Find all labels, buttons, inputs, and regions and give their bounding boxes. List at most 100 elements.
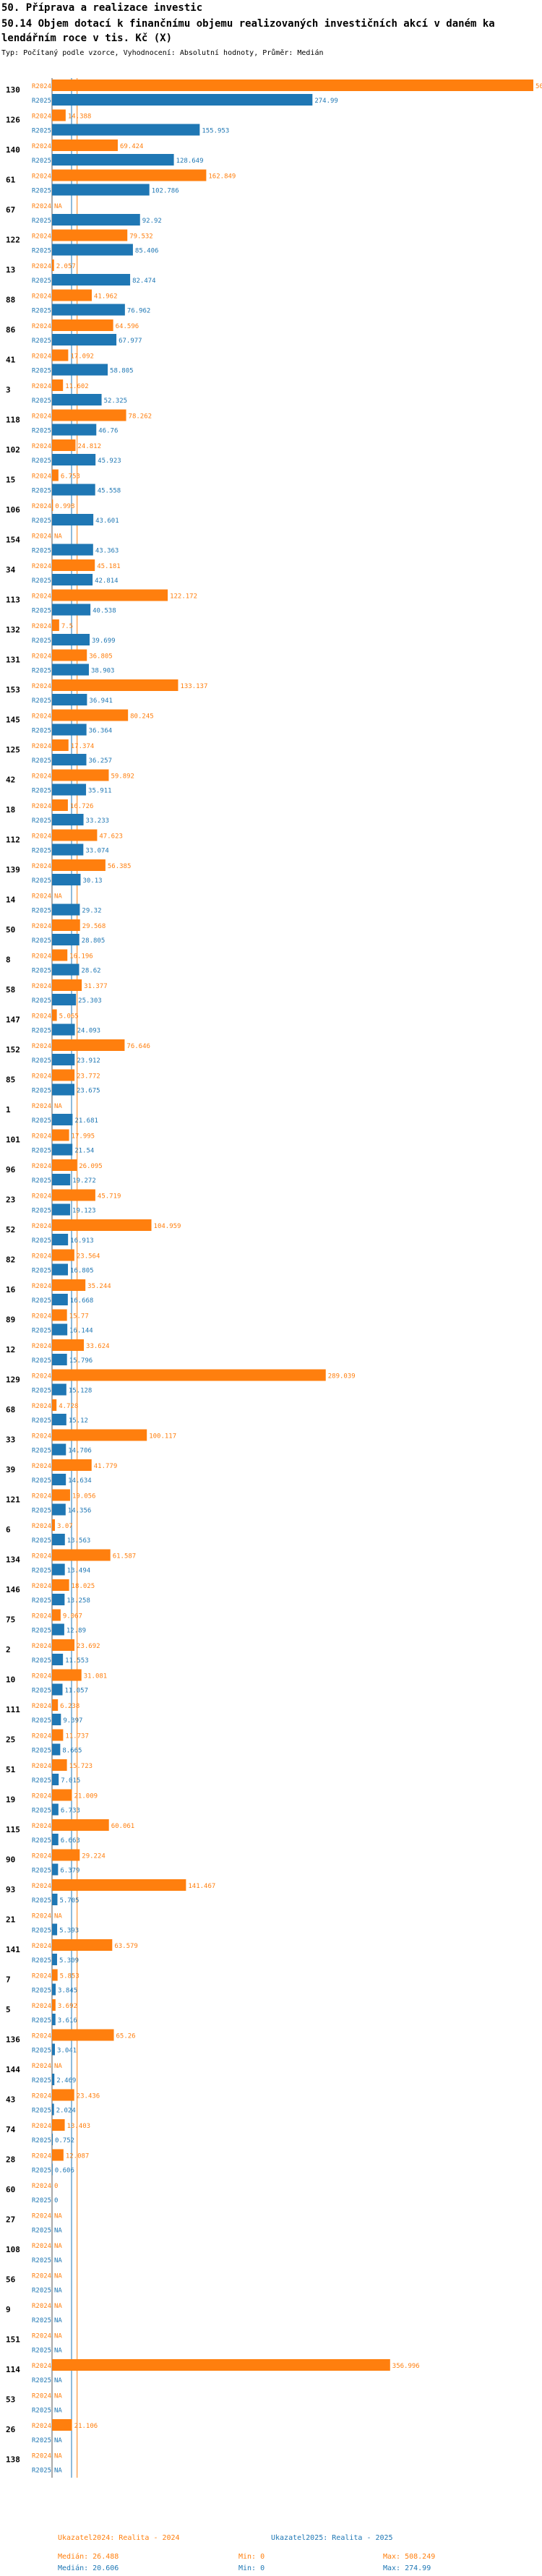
series-label: R2025 bbox=[32, 1357, 51, 1365]
data-label-r2025: 0.606 bbox=[55, 2168, 74, 2175]
series-label: R2025 bbox=[32, 2257, 51, 2264]
series-label: R2024 bbox=[32, 2453, 51, 2460]
category-label: 5 bbox=[6, 2005, 11, 2014]
category-label: 153 bbox=[6, 685, 20, 695]
series-label: R2024 bbox=[32, 1433, 51, 1441]
legend-2024-median: Medián: 26.488 bbox=[58, 2553, 119, 2561]
data-label-r2024: 41.962 bbox=[94, 293, 118, 301]
bar-r2024 bbox=[52, 379, 64, 391]
series-label: R2025 bbox=[32, 1957, 51, 1965]
data-label-r2024: NA bbox=[54, 2393, 62, 2400]
data-label-r2025: NA bbox=[54, 2468, 62, 2475]
data-label-r2025: 16.144 bbox=[69, 1328, 93, 1335]
series-label: R2024 bbox=[32, 923, 51, 930]
data-label-r2024: 2.057 bbox=[56, 263, 76, 270]
data-label-r2025: 52.325 bbox=[104, 398, 128, 405]
series-label: R2025 bbox=[32, 218, 51, 225]
data-label-r2025: 58.805 bbox=[110, 368, 134, 375]
bar-r2024 bbox=[52, 2089, 74, 2101]
category-label: 106 bbox=[6, 505, 20, 515]
data-label-r2025: 33.074 bbox=[85, 848, 109, 855]
bar-r2025 bbox=[52, 334, 117, 345]
series-label: R2025 bbox=[32, 2228, 51, 2235]
bar-r2025 bbox=[52, 364, 108, 376]
bar-r2025 bbox=[52, 184, 150, 196]
bar-r2025 bbox=[52, 604, 91, 616]
bar-r2025 bbox=[52, 2163, 53, 2176]
category-label: 139 bbox=[6, 865, 20, 875]
category-label: 138 bbox=[6, 2455, 20, 2465]
series-label: R2024 bbox=[32, 2063, 51, 2070]
series-label: R2025 bbox=[32, 2197, 51, 2204]
data-label-r2025: NA bbox=[54, 2257, 62, 2264]
series-label: R2024 bbox=[32, 1133, 51, 1141]
data-label-r2024: 11.737 bbox=[65, 1733, 89, 1740]
series-label: R2024 bbox=[32, 563, 51, 570]
category-label: 126 bbox=[6, 116, 20, 125]
data-label-r2025: 128.649 bbox=[176, 158, 204, 165]
category-label: 134 bbox=[6, 1555, 20, 1565]
bar-r2025 bbox=[52, 94, 313, 106]
category-label: 88 bbox=[6, 296, 15, 305]
bar-r2025 bbox=[52, 1954, 57, 1965]
data-label-r2025: 15.796 bbox=[69, 1357, 93, 1365]
data-label-r2024: 45.719 bbox=[98, 1193, 121, 1201]
category-label: 9 bbox=[6, 2305, 11, 2314]
data-label-r2025: 76.962 bbox=[127, 308, 151, 315]
data-label-r2025: 45.558 bbox=[98, 488, 121, 495]
bar-r2024 bbox=[52, 319, 113, 331]
series-label: R2024 bbox=[32, 833, 51, 841]
bar-r2024 bbox=[52, 469, 59, 481]
category-label: 18 bbox=[6, 805, 15, 815]
category-label: 39 bbox=[6, 1465, 15, 1474]
legend-2024-max: Max: 508.249 bbox=[383, 2553, 436, 2561]
category-label: 16 bbox=[6, 1285, 16, 1295]
data-label-r2024: NA bbox=[54, 2453, 62, 2460]
data-label-r2024: 5.853 bbox=[60, 1973, 79, 1980]
bar-r2025 bbox=[52, 754, 87, 765]
data-label-r2025: 11.057 bbox=[64, 1688, 88, 1695]
bar-r2025 bbox=[52, 1054, 75, 1065]
data-label-r2024: NA bbox=[54, 2273, 62, 2280]
series-label: R2024 bbox=[32, 1343, 51, 1350]
data-label-r2024: 14.388 bbox=[68, 113, 92, 121]
bar-r2024 bbox=[52, 1819, 109, 1831]
series-label: R2025 bbox=[32, 1568, 51, 1575]
data-label-r2025: 14.356 bbox=[68, 1508, 92, 1515]
category-label: 3 bbox=[6, 385, 11, 395]
data-label-r2024: NA bbox=[54, 1913, 62, 1920]
category-label: 33 bbox=[6, 1435, 15, 1445]
series-label: R2025 bbox=[32, 908, 51, 915]
data-label-r2024: 31.081 bbox=[84, 1673, 108, 1680]
category-label: 147 bbox=[6, 1016, 20, 1025]
series-label: R2025 bbox=[32, 1088, 51, 1095]
series-label: R2024 bbox=[32, 1313, 51, 1321]
bar-r2025 bbox=[52, 1174, 71, 1185]
series-label: R2025 bbox=[32, 278, 51, 285]
series-label: R2024 bbox=[32, 2363, 51, 2370]
series-label: R2025 bbox=[32, 1057, 51, 1065]
data-label-r2025: 24.093 bbox=[77, 1028, 101, 1035]
data-label-r2025: 6.733 bbox=[61, 1808, 80, 1815]
data-label-r2024: NA bbox=[54, 2063, 62, 2070]
category-label: 145 bbox=[6, 716, 20, 725]
data-label-r2024: 15.723 bbox=[69, 1763, 93, 1770]
legend-2025-max: Max: 274.99 bbox=[383, 2564, 431, 2572]
data-label-r2024: 19.056 bbox=[72, 1493, 96, 1500]
series-label: R2025 bbox=[32, 1448, 51, 1455]
category-label: 41 bbox=[6, 356, 16, 365]
bar-r2024 bbox=[52, 1069, 75, 1081]
data-label-r2024: 104.959 bbox=[154, 1223, 181, 1230]
series-label: R2025 bbox=[32, 697, 51, 705]
series-label: R2025 bbox=[32, 2077, 51, 2085]
bar-r2024 bbox=[52, 1339, 85, 1351]
bar-r2024 bbox=[52, 1519, 56, 1531]
series-label: R2025 bbox=[32, 1477, 51, 1485]
series-label: R2025 bbox=[32, 1688, 51, 1695]
data-label-r2024: 7.5 bbox=[61, 623, 73, 630]
bar-r2025 bbox=[52, 154, 174, 166]
series-label: R2025 bbox=[32, 1117, 51, 1125]
category-label: 125 bbox=[6, 745, 20, 755]
data-label-r2024: 35.244 bbox=[87, 1283, 111, 1290]
series-label: R2024 bbox=[32, 2213, 51, 2220]
